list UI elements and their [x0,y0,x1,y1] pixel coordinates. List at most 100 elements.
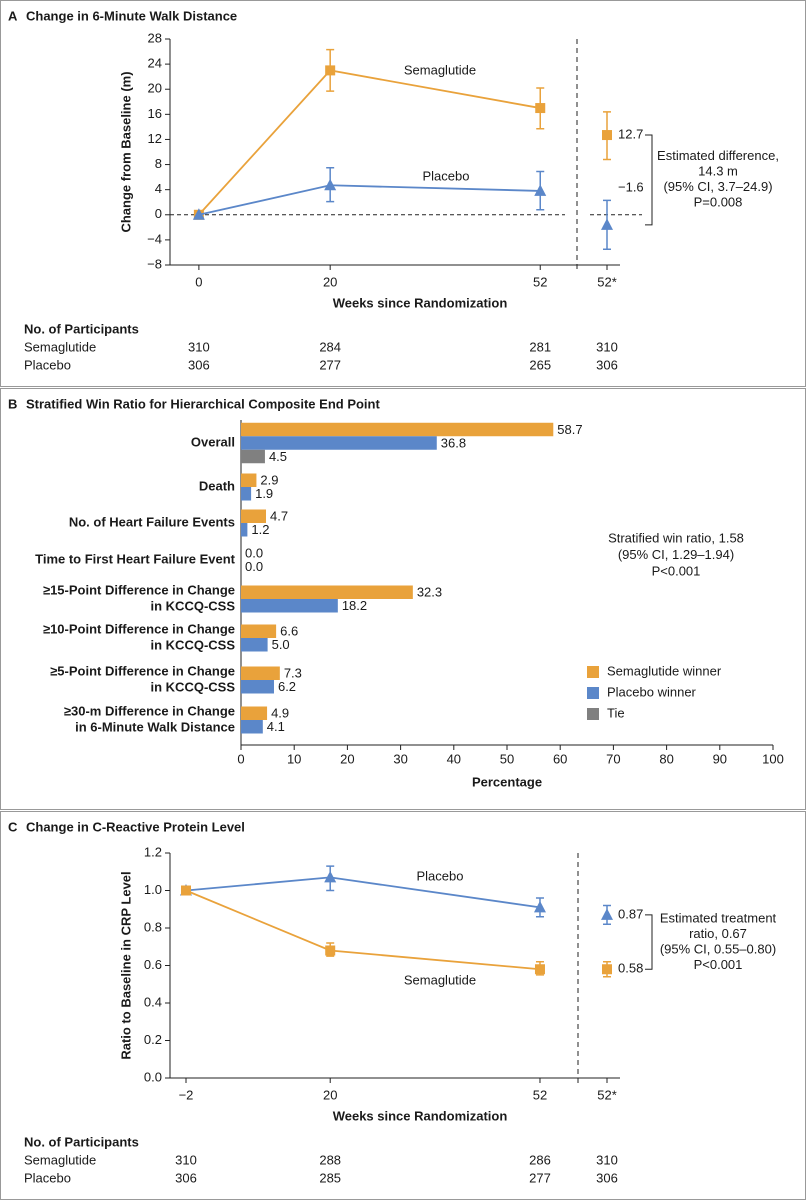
estimate-label: −1.6 [618,179,644,194]
y-tick-label: 0.0 [144,1069,162,1084]
panel-title: Change in C-Reactive Protein Level [26,819,245,834]
value-label: 2.9 [260,473,278,488]
category-label: No. of Heart Failure Events [69,514,235,529]
marker [325,945,336,956]
value-label: 6.2 [278,679,296,694]
bar [241,680,274,694]
bar [241,487,252,501]
y-axis-title: Ratio to Baseline in CRP Level [118,871,133,1059]
x-tick-label: 30 [393,751,407,766]
series-line [198,69,541,216]
x-tick-label: 52* [597,1087,617,1102]
note: (95% CI, 0.55–0.80) [660,941,776,956]
legend-label: Semaglutide winner [607,663,722,678]
participants-count: 286 [529,1152,551,1167]
x-axis-title: Weeks since Randomization [333,295,508,310]
series-label: Semaglutide [404,62,476,77]
note: Stratified win ratio, 1.58 [608,530,744,545]
series-line [185,876,541,909]
series-label: Semaglutide [404,972,476,987]
value-label: 4.9 [271,706,289,721]
value-label: 4.1 [267,719,285,734]
note: P=0.008 [694,195,743,210]
marker [601,218,613,230]
bracket [645,914,653,970]
x-tick-label: 80 [659,751,673,766]
x-axis-title: Percentage [472,774,542,789]
x-tick-label: 20 [323,274,337,289]
bar [241,422,554,437]
panel-letter: C [8,819,18,834]
y-tick-label: 0.4 [144,994,162,1009]
category-label: in KCCQ-CSS [151,598,236,613]
participants-title: No. of Participants [24,1134,139,1149]
category-label: Death [199,478,235,493]
y-axis-title: Change from Baseline (m) [118,71,133,232]
category-label: ≥5-Point Difference in Change [50,663,235,678]
category-label: ≥30-m Difference in Change [64,703,235,718]
category-label: in 6-Minute Walk Distance [75,719,235,734]
bar [241,449,265,464]
bar [241,585,413,599]
category-label: in KCCQ-CSS [151,679,236,694]
bar [241,523,248,537]
legend-label: Placebo winner [607,684,697,699]
value-label: 4.5 [269,449,287,464]
panel-title: Stratified Win Ratio for Hierarchical Co… [26,396,380,411]
bar [241,509,267,523]
note: ratio, 0.67 [689,926,747,941]
y-tick-label: 0.2 [144,1032,162,1047]
y-tick-label: 0.6 [144,957,162,972]
participants-group: Semaglutide [24,1152,96,1167]
participants-count: 288 [319,1152,341,1167]
marker [601,908,613,920]
participants-count: 306 [596,357,618,372]
bracket [645,134,653,226]
legend-label: Tie [607,705,625,720]
series-line [185,889,541,971]
legend-swatch [587,708,599,720]
value-label: 0.0 [245,559,263,574]
bar [241,473,257,487]
x-tick-label: −2 [179,1087,194,1102]
y-tick-label: 28 [148,30,162,45]
participants-count: 306 [188,357,210,372]
bar [241,599,338,613]
note: Estimated difference, [657,148,779,163]
marker [534,184,547,196]
panel-letter: A [8,8,18,23]
category-label: Overall [191,434,235,449]
x-tick-label: 60 [553,751,567,766]
participants-count: 310 [175,1152,197,1167]
participants-group: Placebo [24,357,71,372]
x-tick-label: 40 [447,751,461,766]
x-tick-label: 0 [195,274,202,289]
participants-count: 310 [596,339,618,354]
series-label: Placebo [417,868,464,883]
note: P<0.001 [694,957,743,972]
participants-count: 277 [529,1170,551,1185]
value-label: 0.0 [245,546,263,561]
estimate-label: 12.7 [618,126,643,141]
value-label: 4.7 [270,509,288,524]
participants-group: Semaglutide [24,339,96,354]
y-tick-label: 1.2 [144,844,162,859]
bar [241,624,277,638]
x-tick-label: 20 [340,751,354,766]
y-tick-label: −4 [147,231,162,246]
y-tick-label: 8 [155,156,162,171]
y-tick-label: 20 [148,81,162,96]
x-tick-label: 90 [713,751,727,766]
y-tick-label: 24 [148,56,162,71]
category-label: in KCCQ-CSS [151,637,236,652]
series-line [198,184,541,216]
x-tick-label: 50 [500,751,514,766]
x-tick-label: 52 [533,274,547,289]
x-tick-label: 20 [323,1087,337,1102]
estimate-label: 0.87 [618,906,643,921]
marker [602,130,612,141]
x-tick-label: 70 [606,751,620,766]
participants-count: 265 [529,357,551,372]
y-tick-label: −8 [147,256,162,271]
